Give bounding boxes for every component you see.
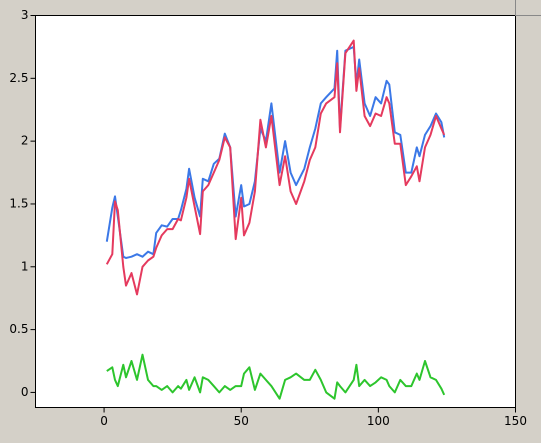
y-tick-label: 2.5 bbox=[9, 71, 28, 85]
y-tick-label: 0 bbox=[21, 385, 29, 399]
y-tick-label: 3 bbox=[21, 8, 29, 22]
y-tick-label: 1.5 bbox=[9, 196, 28, 210]
plot-area bbox=[35, 15, 516, 408]
y-tick-label: 0.5 bbox=[9, 322, 28, 336]
x-tick-label: 100 bbox=[367, 414, 390, 428]
x-tick-label: 0 bbox=[100, 414, 108, 428]
y-tick-label: 1 bbox=[21, 259, 29, 273]
series-line bbox=[105, 45, 446, 259]
series-line bbox=[106, 353, 446, 400]
x-tick-label: 50 bbox=[234, 414, 249, 428]
series-line bbox=[105, 39, 446, 296]
x-tick-label: 150 bbox=[504, 414, 527, 428]
y-tick-label: 2 bbox=[21, 134, 29, 148]
